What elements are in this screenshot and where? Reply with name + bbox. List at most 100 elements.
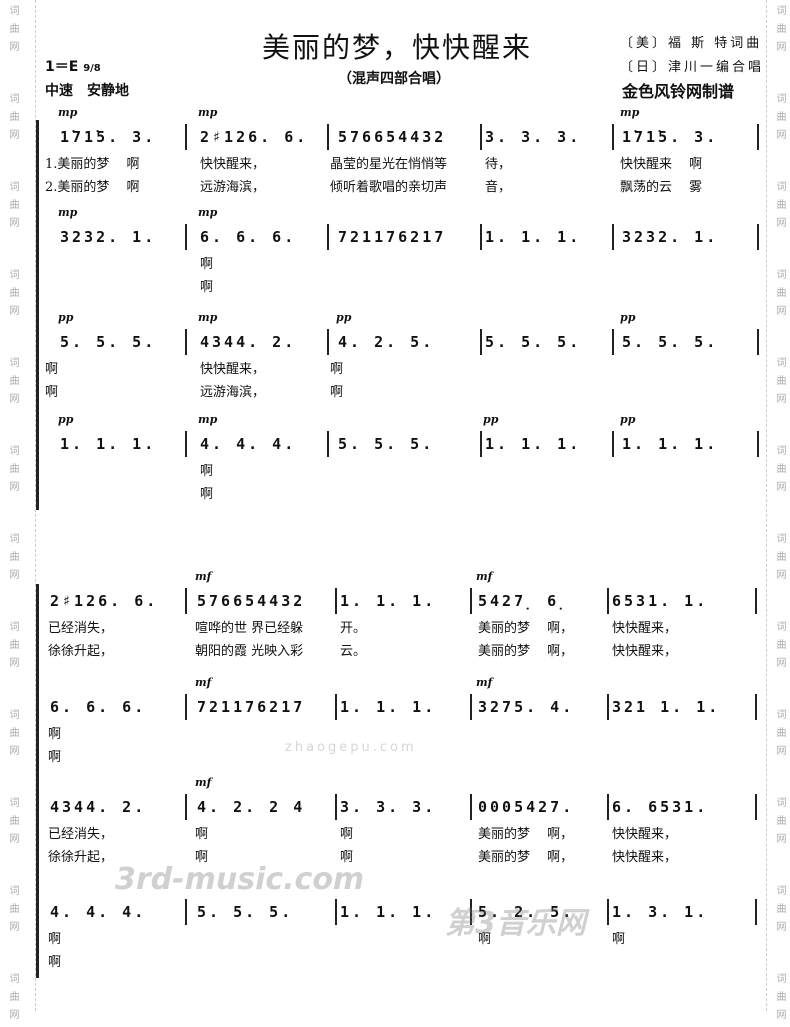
- measure-notes: 3232. 1.: [622, 228, 719, 246]
- dynamic-marking: mp: [198, 311, 218, 324]
- side-watermark: 词曲网: [774, 885, 785, 939]
- lyric-verse-1: 啊: [612, 932, 626, 947]
- measure-notes: 2♯126. 6.: [200, 128, 309, 146]
- barline: [185, 431, 187, 457]
- lyric-verse-1: 快快醒来，: [612, 621, 678, 636]
- barline: [612, 124, 614, 150]
- lyric-verse-2: 美丽的梦 啊，: [478, 850, 574, 865]
- lyric-verse-1: 快快醒来 啊: [620, 157, 703, 172]
- key: 1＝E: [45, 59, 79, 75]
- side-watermark: 词曲网: [7, 181, 18, 235]
- side-watermark: 词曲网: [774, 181, 785, 235]
- lyric-verse-1: 美丽的梦 啊，: [478, 621, 574, 636]
- side-watermark: 词曲网: [7, 533, 18, 587]
- lyric-verse-2: 快快醒来，: [612, 644, 678, 659]
- lyric-verse-1: 啊: [48, 727, 62, 742]
- dynamic-marking: pp: [620, 311, 636, 324]
- barline: [185, 899, 187, 925]
- side-watermark: 词曲网: [7, 357, 18, 411]
- measure-notes: 4344. 2.: [50, 798, 147, 816]
- side-watermark: 词曲网: [7, 797, 18, 851]
- side-watermark: 词曲网: [774, 533, 785, 587]
- lyric-verse-2: 云。: [340, 644, 367, 659]
- measure-notes: 1̇71̇5. 3.: [60, 128, 157, 146]
- barline: [327, 124, 329, 150]
- measure-notes: 1. 1. 1.: [622, 435, 719, 453]
- side-watermark: 词曲网: [7, 709, 18, 763]
- barline: [755, 899, 757, 925]
- watermark-zhaogepu: zhaogepu.com: [285, 740, 417, 755]
- lyric-verse-2: 啊: [195, 850, 209, 865]
- dynamic-marking: mf: [476, 570, 493, 583]
- measure-notes: 1. 1. 1.: [340, 903, 437, 921]
- lyric-verse-2: 音，: [485, 180, 512, 195]
- barline: [335, 794, 337, 820]
- measure-notes: 321 1. 1.: [612, 698, 721, 716]
- lyricist-composer: 〔美〕福 斯 特词曲: [620, 36, 763, 51]
- barline: [470, 694, 472, 720]
- side-watermark: 词曲网: [774, 93, 785, 147]
- lyric-verse-1: 快快醒来，: [200, 362, 266, 377]
- barline: [470, 899, 472, 925]
- barline: [480, 329, 482, 355]
- side-watermark: 词曲网: [7, 445, 18, 499]
- side-watermark: 词曲网: [774, 269, 785, 323]
- barline: [185, 224, 187, 250]
- lyric-verse-2: 倾听着歌唱的亲切声: [330, 180, 448, 195]
- lyric-verse-1: 啊: [330, 362, 344, 377]
- barline: [335, 694, 337, 720]
- measure-notes: 721176217: [197, 698, 306, 716]
- measure-notes: 6. 6. 6.: [200, 228, 297, 246]
- barline: [185, 329, 187, 355]
- barline: [327, 224, 329, 250]
- barline: [755, 588, 757, 614]
- lyric-verse-2: 啊: [200, 487, 214, 502]
- measure-notes: 4. 4. 4.: [200, 435, 297, 453]
- measure-notes: 4. 4. 4.: [50, 903, 147, 921]
- lyric-verse-1: 开。: [340, 621, 367, 636]
- dynamic-marking: mp: [58, 206, 78, 219]
- lyric-verse-1: 快快醒来，: [612, 827, 678, 842]
- measure-notes: 3275. 4.: [478, 698, 575, 716]
- lyric-verse-1: 啊: [195, 827, 209, 842]
- barline: [327, 431, 329, 457]
- lyric-verse-1: 已经消失，: [48, 827, 114, 842]
- barline: [480, 124, 482, 150]
- lyric-verse-2: 飘荡的云 雾: [620, 180, 703, 195]
- barline: [612, 329, 614, 355]
- barline: [607, 899, 609, 925]
- measure-notes: 1. 1. 1.: [485, 435, 582, 453]
- lyric-verse-2: 远游海滨，: [200, 385, 266, 400]
- side-watermark: 词曲网: [774, 621, 785, 675]
- lyric-verse-1: 啊: [200, 464, 214, 479]
- lyric-verse-2: 朝阳的霞 光映入彩: [195, 644, 304, 659]
- dynamic-marking: mp: [198, 413, 218, 426]
- lyric-verse-2: 啊: [48, 955, 62, 970]
- lyric-verse-1: 待，: [485, 157, 512, 172]
- barline: [185, 588, 187, 614]
- dynamic-marking: mf: [195, 570, 212, 583]
- system-bracket: [36, 120, 43, 510]
- lyric-verse-1: 1.美丽的梦 啊: [45, 157, 140, 172]
- barline: [755, 794, 757, 820]
- lyric-verse-2: 徐徐升起，: [48, 850, 114, 865]
- measure-notes: 576654432: [197, 592, 306, 610]
- dynamic-marking: pp: [58, 413, 74, 426]
- lyric-verse-1: 啊: [340, 827, 354, 842]
- lyric-verse-1: 喧哗的世 界已经躲: [195, 621, 304, 636]
- measure-notes: 576654432: [338, 128, 447, 146]
- measure-notes: 6531. 1.: [612, 592, 709, 610]
- side-watermark: 词曲网: [774, 709, 785, 763]
- side-watermark: 词曲网: [7, 621, 18, 675]
- dynamic-marking: pp: [336, 311, 352, 324]
- measure-notes: 5427̣ 6̣: [478, 592, 569, 610]
- barline: [612, 224, 614, 250]
- barline: [755, 694, 757, 720]
- measure-notes: 3232. 1.: [60, 228, 157, 246]
- measure-notes: 1. 3. 1.: [612, 903, 709, 921]
- dynamic-marking: mp: [620, 106, 640, 119]
- lyric-verse-2: 2.美丽的梦 啊: [45, 180, 140, 195]
- watermark-3rd-music-cn: 第3音乐网: [445, 906, 586, 941]
- measure-notes: 4344. 2.: [200, 333, 297, 351]
- measure-notes: 3. 3. 3.: [340, 798, 437, 816]
